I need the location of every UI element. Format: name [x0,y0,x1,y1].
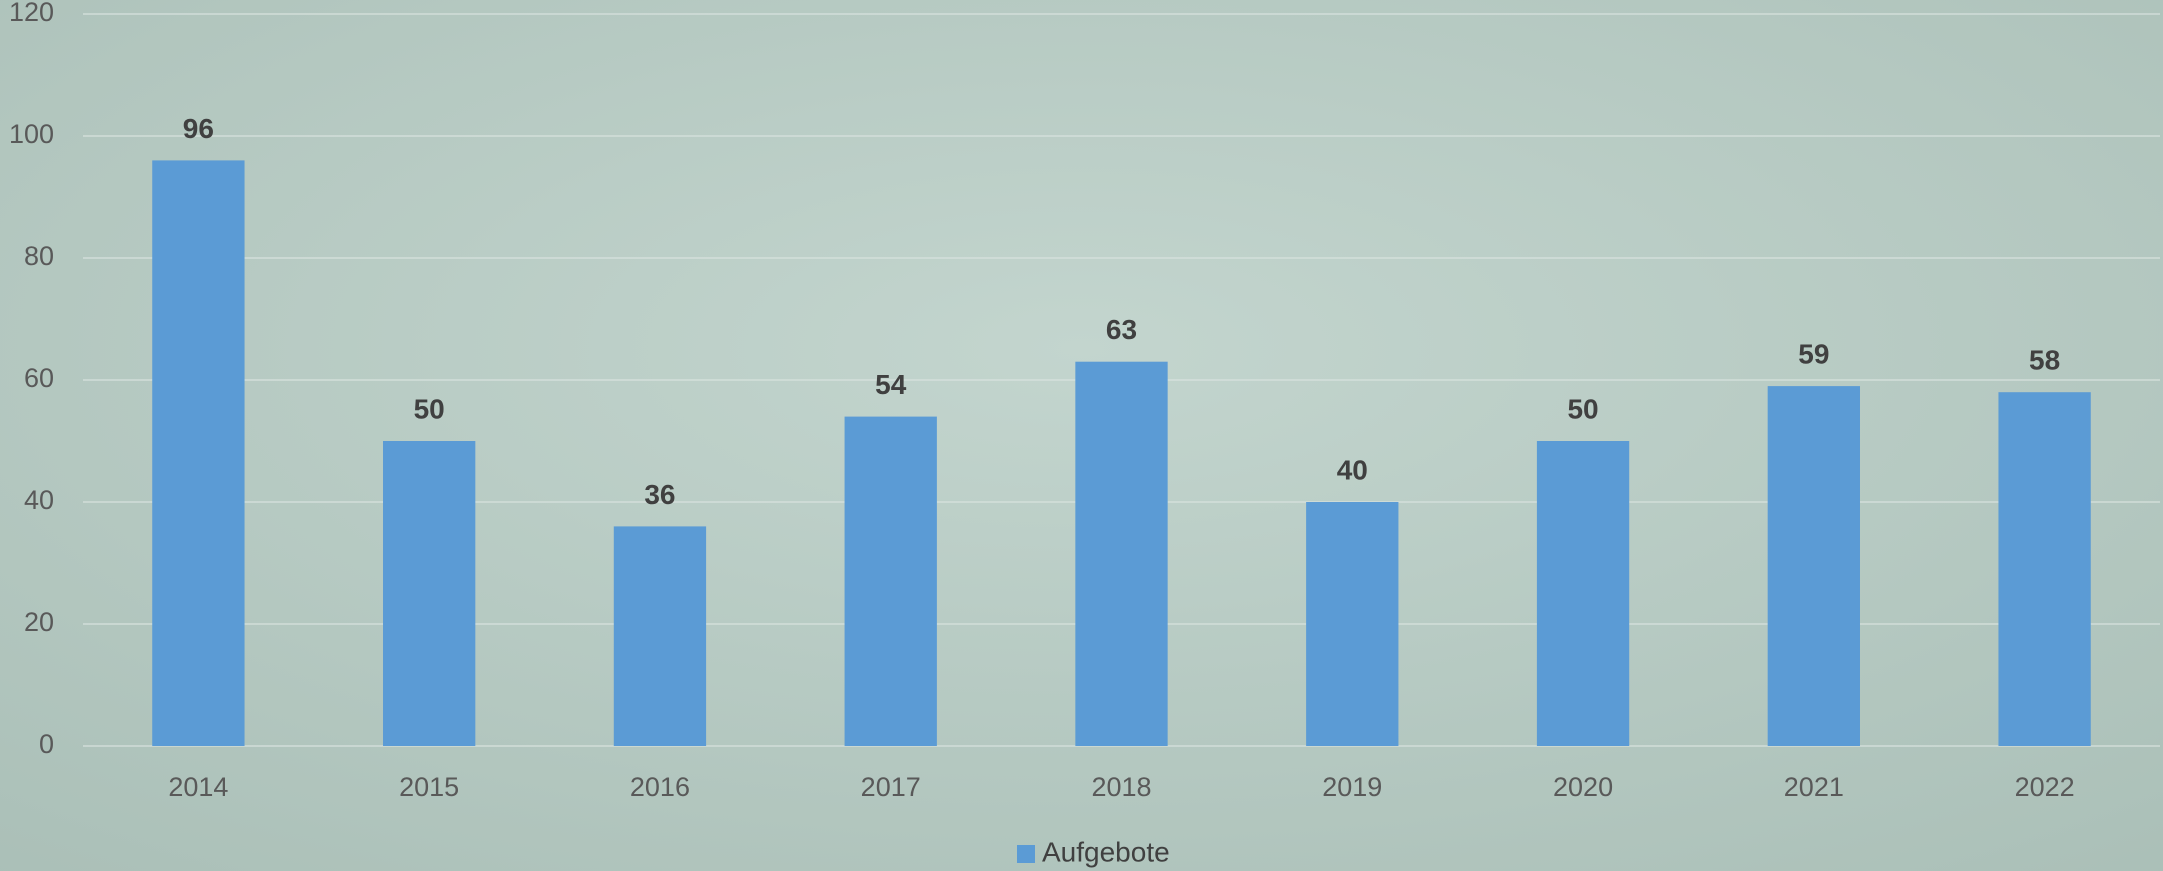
x-tick-label: 2020 [1553,772,1613,802]
y-tick-label: 40 [24,485,54,515]
data-label: 54 [875,369,907,400]
data-label: 63 [1106,314,1137,345]
x-tick-label: 2016 [630,772,690,802]
x-tick-label: 2015 [399,772,459,802]
y-tick-label: 0 [39,729,54,759]
bar [613,526,707,746]
legend-label: Aufgebote [1042,836,1170,867]
y-tick-label: 20 [24,607,54,637]
x-tick-label: 2021 [1784,772,1844,802]
data-label: 58 [2029,345,2060,376]
x-tick-label: 2022 [2015,772,2075,802]
y-tick-label: 100 [9,119,54,149]
legend-swatch [1017,845,1035,863]
data-label: 50 [414,393,445,424]
bar [1536,441,1630,746]
bar [383,441,476,746]
bar [1075,361,1168,746]
data-label: 36 [644,479,675,510]
x-tick-label: 2014 [168,772,228,802]
data-label: 50 [1567,393,1598,424]
data-label: 96 [183,113,214,144]
data-label: 40 [1337,454,1368,485]
y-tick-label: 80 [24,241,54,271]
bar [844,416,937,746]
bar [1998,392,2091,746]
data-label: 59 [1798,338,1829,369]
y-tick-label: 120 [9,0,54,27]
x-tick-label: 2019 [1322,772,1382,802]
bar [1306,502,1399,746]
x-tick-label: 2018 [1091,772,1151,802]
bar [1767,386,1860,746]
y-tick-label: 60 [24,363,54,393]
bar [152,160,245,746]
x-tick-label: 2017 [861,772,921,802]
